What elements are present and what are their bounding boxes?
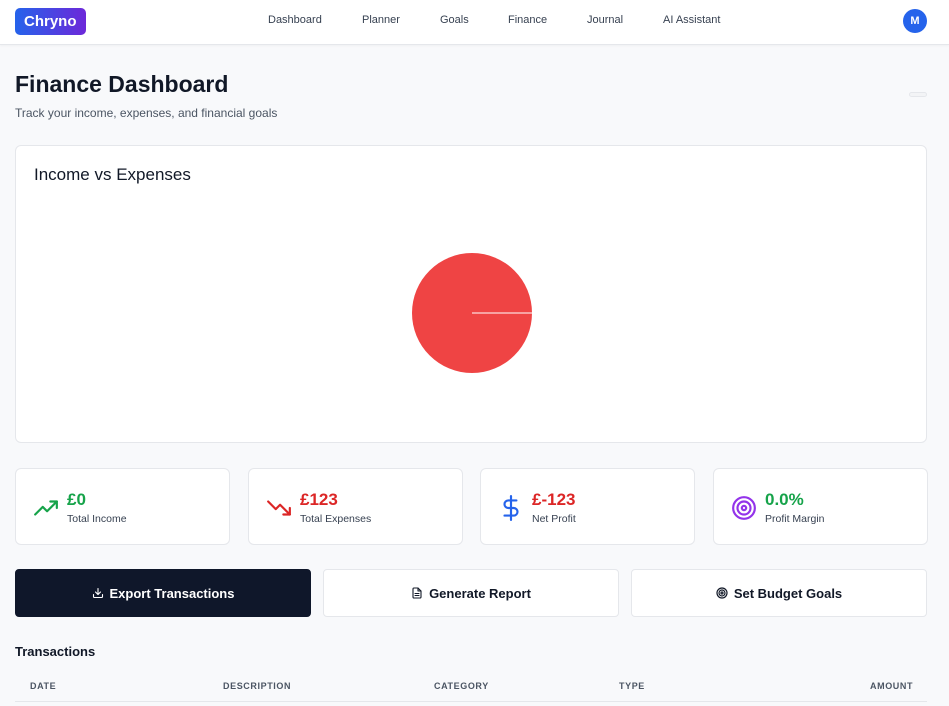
budget-label: Set Budget Goals — [733, 585, 843, 601]
stat-label: Net Profit — [532, 513, 576, 525]
nav-goals[interactable]: Goals — [440, 14, 469, 26]
document-icon — [412, 587, 422, 599]
stat-profit-margin: 0.0% Profit Margin — [713, 468, 928, 545]
download-icon — [92, 587, 103, 599]
generate-report-button[interactable]: Generate Report — [323, 569, 619, 617]
nav-dashboard[interactable]: Dashboard — [268, 14, 322, 26]
column-header-type[interactable]: TYPE — [619, 681, 645, 691]
stat-label: Total Expenses — [300, 513, 372, 525]
page-title: Finance Dashboard — [15, 71, 229, 97]
trending-down-icon — [267, 500, 291, 516]
column-header-amount[interactable]: AMOUNT — [870, 681, 914, 691]
stat-value: £0 — [67, 490, 86, 509]
stat-label: Profit Margin — [765, 513, 825, 525]
transactions-title: Transactions — [15, 644, 96, 659]
stat-value: £-123 — [532, 490, 576, 509]
target-icon — [716, 587, 728, 599]
dollar-icon — [503, 495, 519, 521]
column-header-date[interactable]: DATE — [30, 681, 57, 691]
stat-net-profit: £-123 Net Profit — [480, 468, 695, 545]
nav-ai-assistant[interactable]: AI Assistant — [663, 14, 721, 26]
table-header-divider — [15, 701, 927, 702]
income-expenses-pie-chart — [412, 253, 532, 373]
top-navigation-bar: Chryno Dashboard Planner Goals Finance J… — [0, 0, 949, 45]
column-header-description[interactable]: DESCRIPTION — [223, 681, 292, 691]
export-label: Export Transactions — [109, 585, 235, 601]
trending-up-icon — [34, 500, 58, 516]
chart-title: Income vs Expenses — [34, 165, 191, 184]
stat-value: £123 — [300, 490, 338, 509]
user-avatar[interactable]: M — [903, 9, 927, 33]
export-transactions-button[interactable]: Export Transactions — [15, 569, 311, 617]
main-nav: Dashboard Planner Goals Finance Journal … — [0, 0, 949, 45]
header-control[interactable] — [909, 92, 927, 97]
stat-label: Total Income — [67, 513, 127, 525]
column-header-category[interactable]: CATEGORY — [434, 681, 489, 691]
stat-value: 0.0% — [765, 490, 804, 509]
stat-total-expenses: £123 Total Expenses — [248, 468, 463, 545]
income-vs-expenses-card: Income vs Expenses — [15, 145, 927, 443]
page-subtitle: Track your income, expenses, and financi… — [15, 106, 278, 120]
app-logo[interactable]: Chryno — [15, 8, 86, 35]
nav-planner[interactable]: Planner — [362, 14, 400, 26]
stat-total-income: £0 Total Income — [15, 468, 230, 545]
set-budget-goals-button[interactable]: Set Budget Goals — [631, 569, 927, 617]
report-label: Generate Report — [429, 585, 531, 601]
nav-journal[interactable]: Journal — [587, 14, 624, 26]
nav-finance[interactable]: Finance — [508, 14, 548, 26]
target-icon — [732, 496, 756, 520]
